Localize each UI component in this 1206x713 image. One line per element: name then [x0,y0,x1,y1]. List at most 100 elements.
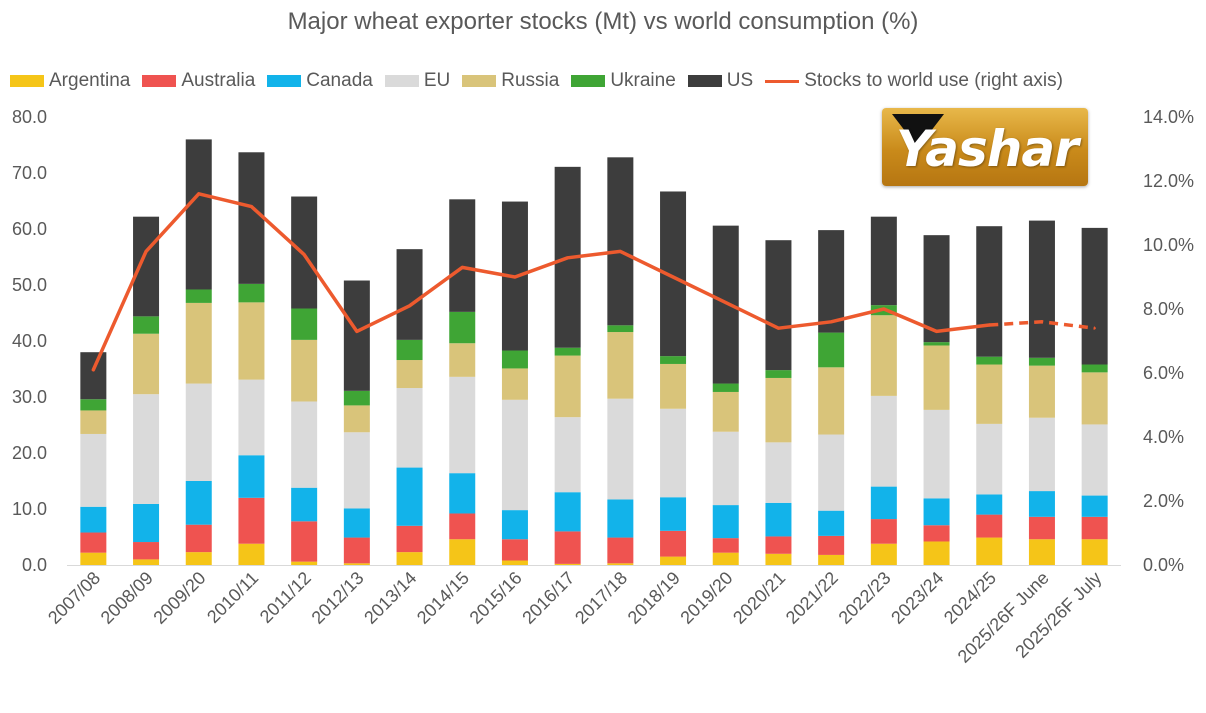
bar-segment-argentina [343,563,370,565]
bar-segment-russia [238,302,265,380]
stocks-to-use-point [988,323,991,327]
bar-segment-us [343,280,370,391]
stocks-to-use-point [724,301,727,304]
stocks-to-use-point [355,330,359,333]
bar-segment-australia [1081,516,1108,540]
bar-segment-ukraine [185,289,212,303]
bar-segment-eu [238,379,265,456]
bar-segment-argentina [238,543,265,565]
y-right-tick-label: 2.0% [1143,491,1184,511]
bar-segment-argentina [712,552,739,565]
bar-segment-canada [660,497,687,531]
legend-swatch [571,75,606,87]
bar-segment-argentina [554,563,581,565]
bar-segment-australia [80,532,107,553]
y-right-tick-label: 12.0% [1143,171,1194,191]
bar-segment-us [133,216,160,317]
bar-segment-russia [396,360,423,389]
stocks-to-use-point [882,307,886,311]
legend-item-eu: EU [384,70,450,92]
bar-segment-russia [976,364,1003,424]
y-right-tick-label: 6.0% [1143,363,1184,383]
bar-segment-australia [185,524,212,553]
y-left-tick-label: 10.0 [12,499,47,519]
bar-segment-australia [870,519,897,544]
bar-segment-canada [238,455,265,498]
bar-segment-russia [185,302,212,384]
bar-segment-ukraine [238,283,265,303]
y-left-tick-label: 80.0 [12,107,47,127]
bar-segment-argentina [923,541,950,565]
bar-segment-argentina [976,537,1003,565]
legend-swatch [142,75,177,87]
bar-segment-argentina [660,556,687,565]
bar-segment-argentina [870,543,897,565]
bar-segment-canada [765,502,792,537]
bar-segment-argentina [396,552,423,565]
bar-segment-argentina [765,553,792,565]
bar-segment-us [923,235,950,343]
x-tick-label: 2020/21 [729,568,789,628]
bar-segment-australia [607,537,634,564]
bar-segment-russia [291,339,318,402]
stocks-to-use-line-solid [91,192,991,372]
bar-segment-australia [449,513,476,540]
bar-segment-russia [80,410,107,434]
bar-segment-ukraine [343,390,370,406]
bar-segment-argentina [185,552,212,565]
bar-segment-us [80,352,107,400]
bar-segment-ukraine [133,316,160,334]
x-axis: 2007/082008/092009/202010/112011/122012/… [44,565,1121,667]
logo-text: Yashar [896,120,1079,178]
bar-segment-australia [291,521,318,562]
x-tick-label: 2014/15 [413,568,473,628]
bar-segment-eu [554,417,581,493]
y-left-tick-label: 50.0 [12,275,47,295]
legend-item-us: US [687,70,753,92]
bar-segment-australia [765,536,792,554]
bar-segment-us [607,157,634,326]
x-tick-label: 2015/16 [466,568,526,628]
stocks-to-use-point [250,205,253,208]
bar-segment-ukraine [818,332,845,368]
bar-segment-eu [660,408,687,498]
bar-segment-canada [607,499,634,538]
bar-segment-us [185,139,212,290]
legend-item-stocks-to-world-use-right-axis: Stocks to world use (right axis) [765,70,1063,92]
bar-segment-russia [765,377,792,443]
y-right-tick-label: 14.0% [1143,107,1194,127]
legend-label: Russia [501,70,560,91]
y-left-tick-label: 0.0 [22,555,47,575]
x-tick-label: 2013/14 [360,568,420,628]
legend-label: Argentina [49,70,131,91]
x-tick-label: 2021/22 [782,568,842,628]
x-tick-label: 2008/09 [97,568,157,628]
stocks-to-use-point [935,330,938,333]
bar-segment-australia [554,531,581,564]
stocks-to-use-point [829,320,833,323]
legend-swatch [765,79,800,83]
legend-swatch [687,75,722,87]
bar-segment-russia [1028,365,1055,418]
stocks-to-use-point [619,250,622,253]
stocks-to-use-point [513,275,517,279]
stocks-to-use-point [1040,320,1044,323]
bar-segment-canada [976,494,1003,515]
bar-segment-eu [976,423,1003,495]
bar-segment-us [396,249,423,340]
bar-segment-canada [133,503,160,543]
bar-segment-us [976,226,1003,357]
bar-segment-argentina [818,554,845,565]
bar-segment-australia [501,539,528,561]
bar-segment-argentina [133,559,160,565]
bar-segment-us [818,230,845,333]
stocks-to-use-point [408,304,411,307]
bar-segment-ukraine [660,356,687,364]
x-tick-label: 2010/11 [203,568,262,627]
bar-segment-eu [185,383,212,481]
bar-segment-canada [870,486,897,520]
stocks-to-use-line [91,192,1096,372]
bar-segment-canada [1081,495,1108,517]
bar-segment-ukraine [449,311,476,344]
legend-label: Stocks to world use (right axis) [804,70,1063,91]
